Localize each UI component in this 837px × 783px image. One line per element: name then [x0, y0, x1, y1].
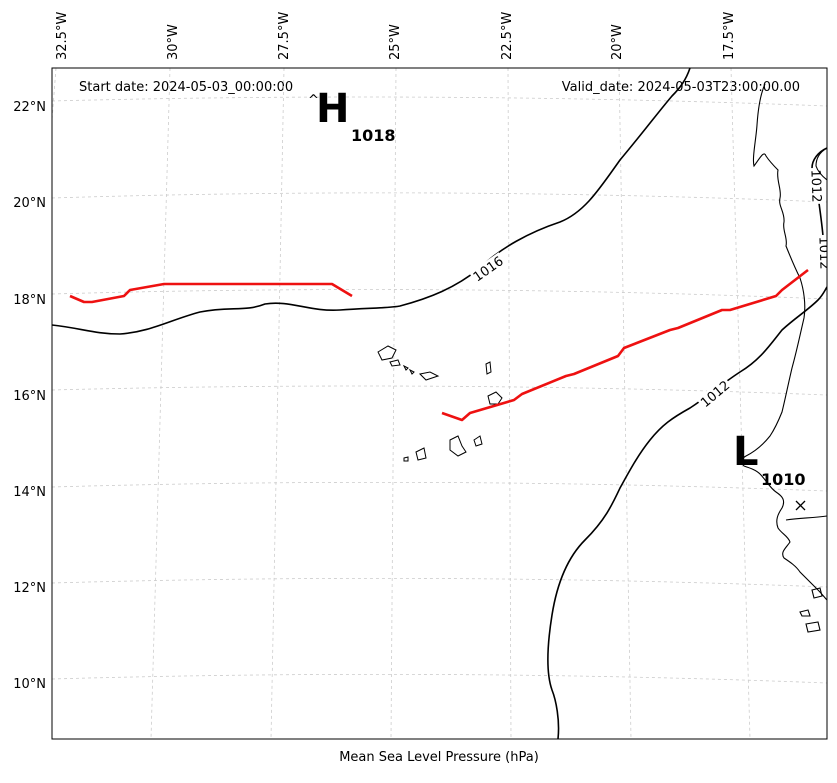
start-date-label: Start date: 2024-05-03_00:00:00: [79, 80, 293, 95]
lon-tick-4: 22.5°W: [500, 12, 515, 60]
valid-date-label: Valid_date: 2024-05-03T23:00:00.00: [562, 80, 800, 95]
lat-tick-5: 12°N: [13, 581, 46, 596]
x-axis-label: Mean Sea Level Pressure (hPa): [339, 750, 539, 765]
front-south: [441, 268, 809, 422]
svg-text:1012: 1012: [815, 236, 831, 270]
lon-tick-3: 25°W: [388, 24, 403, 60]
svg-text:1016: 1016: [471, 254, 507, 285]
lat-tick-0: 22°N: [13, 100, 46, 115]
high-pressure-value: 1018: [351, 126, 396, 145]
guinea-coast: [799, 587, 823, 633]
gambia-river: [785, 515, 827, 521]
svg-text:1012: 1012: [807, 169, 823, 203]
isobar-label-1012-south: 1012: [696, 376, 733, 411]
lat-tick-1: 20°N: [13, 196, 46, 211]
africa-coastline-ne: [815, 147, 827, 181]
lon-tick-6: 17.5°W: [722, 12, 737, 60]
x-marker: [795, 500, 806, 511]
lat-tick-2: 18°N: [13, 293, 46, 308]
low-pressure-value: 1010: [761, 470, 806, 489]
africa-coastline: [741, 83, 827, 601]
isobar-1016: [52, 68, 691, 335]
high-pressure-symbol: H: [316, 86, 349, 132]
isobar-label-1012-edge: 1012: [815, 234, 831, 272]
lat-tick-6: 10°N: [13, 677, 46, 692]
lat-tick-3: 16°N: [13, 389, 46, 404]
low-pressure-symbol: L: [733, 429, 759, 475]
map-frame: [51, 67, 828, 740]
graticule: [52, 68, 827, 739]
isobar-label-1016: 1016: [469, 252, 507, 285]
lon-tick-0: 32.5°W: [55, 12, 70, 60]
high-pressure-marker: ^: [308, 93, 319, 108]
lat-tick-4: 14°N: [13, 485, 46, 500]
lon-tick-2: 27.5°W: [277, 12, 292, 60]
front-north: [69, 282, 353, 304]
lon-tick-1: 30°W: [166, 24, 181, 60]
isobar-label-1012-north: 1012: [807, 167, 825, 205]
isobar-1012-south: [547, 286, 827, 739]
cape-verde-islands: [377, 345, 503, 462]
lon-tick-5: 20°W: [610, 24, 625, 60]
